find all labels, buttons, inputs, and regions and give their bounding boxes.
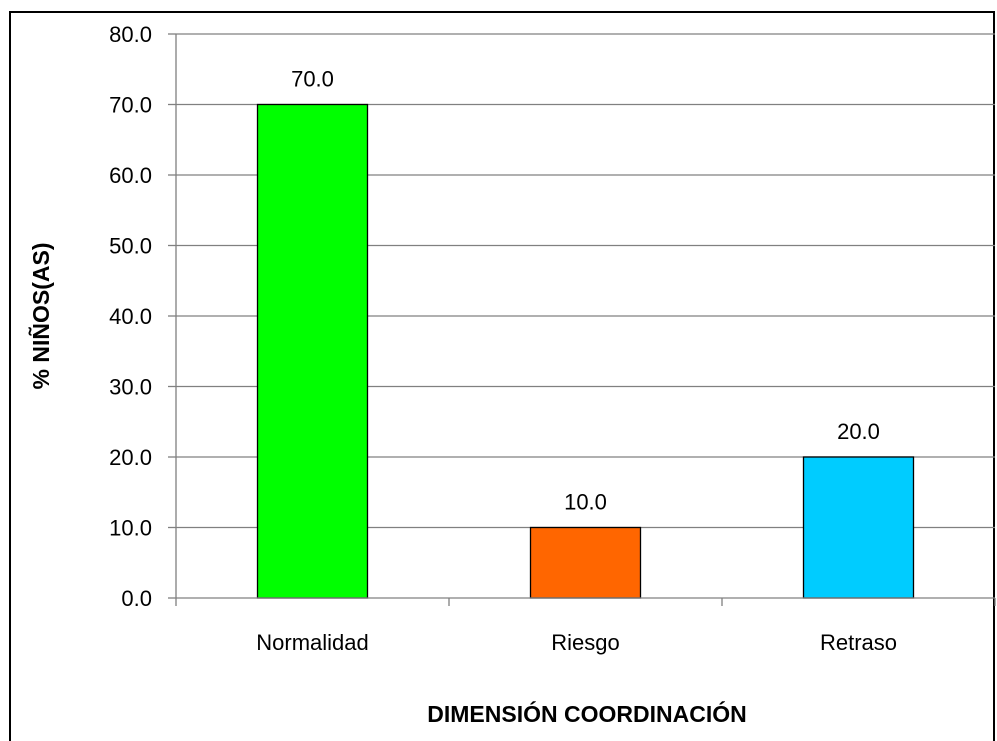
y-tick-label: 20.0 xyxy=(109,445,152,470)
bars xyxy=(256,103,915,599)
x-category-label: Retraso xyxy=(820,630,897,655)
y-tick-label: 50.0 xyxy=(109,234,152,259)
bar-riesgo xyxy=(529,526,642,599)
chart-frame xyxy=(9,11,995,741)
y-axis-title: % NIÑOS(AS) xyxy=(27,243,54,390)
data-labels: 70.0 10.0 20.0 xyxy=(291,67,880,515)
y-tick-label: 10.0 xyxy=(109,516,152,541)
y-tick-label: 60.0 xyxy=(109,163,152,188)
x-axis-categories: Normalidad Riesgo Retraso xyxy=(175,598,996,655)
bar-normalidad xyxy=(256,103,369,599)
data-label: 20.0 xyxy=(837,419,880,444)
bar-retraso xyxy=(802,456,915,599)
y-tick-label: 0.0 xyxy=(121,586,152,611)
y-tick-label: 80.0 xyxy=(109,22,152,47)
y-tick-label: 70.0 xyxy=(109,93,152,118)
data-label: 70.0 xyxy=(291,67,334,92)
data-label: 10.0 xyxy=(564,490,607,515)
x-category-label: Normalidad xyxy=(256,630,369,655)
y-tick-label: 40.0 xyxy=(109,304,152,329)
x-category-label: Riesgo xyxy=(551,630,619,655)
y-axis-ticks: 0.0 10.0 20.0 30.0 40.0 50.0 60.0 70.0 80.0 xyxy=(109,22,176,611)
y-tick-label: 30.0 xyxy=(109,375,152,400)
x-axis-title: DIMENSIÓN COORDINACIÓN xyxy=(427,700,746,727)
